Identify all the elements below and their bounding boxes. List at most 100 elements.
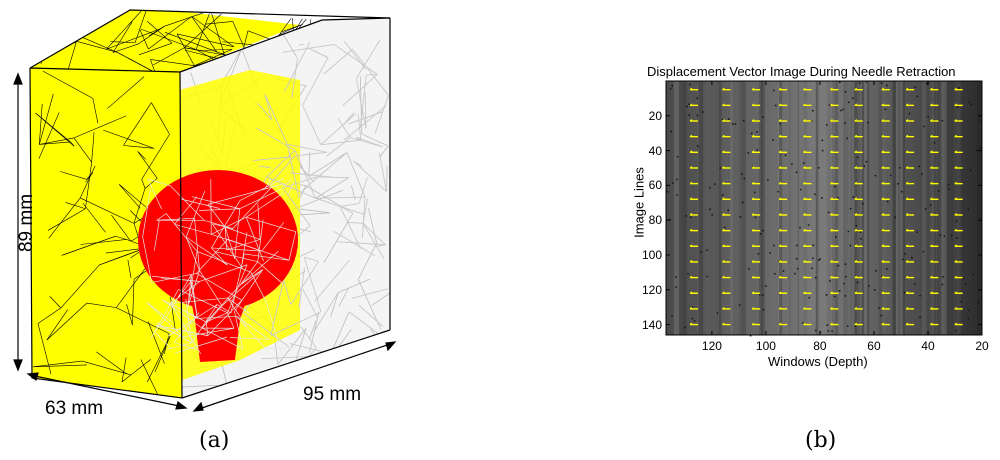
y-axis-label: Image Lines: [631, 167, 647, 238]
vector-arrowhead: [830, 213, 833, 216]
speckle-dot: [918, 165, 920, 168]
speckle-dot: [919, 316, 921, 319]
speckle-dot: [846, 325, 849, 327]
vector-arrowhead: [722, 103, 725, 106]
mesh-edge: [240, 250, 279, 285]
mesh-edge: [92, 98, 99, 124]
mesh-edge: [330, 292, 339, 317]
speckle-stripe: [878, 81, 882, 335]
speckle-dot: [684, 326, 686, 329]
mesh-edge: [37, 307, 61, 324]
speckle-dot: [702, 111, 704, 113]
speckle-stripe: [831, 81, 837, 335]
mesh-edge: [333, 44, 378, 75]
vector-arrowhead: [689, 166, 693, 169]
speckle-dot: [927, 116, 929, 118]
x-axis-label: Windows (Depth): [768, 354, 868, 369]
y-tick-label: 60: [648, 178, 662, 193]
mesh-edge: [150, 59, 156, 72]
mesh-edge: [156, 324, 184, 338]
vector-arrowhead: [930, 150, 933, 153]
mesh-edge: [257, 219, 264, 262]
vector-arrowhead: [830, 197, 833, 200]
vector-arrowhead: [689, 228, 693, 232]
mesh-edge: [264, 183, 285, 190]
speckle-stripe: [857, 81, 863, 335]
mesh-edge: [49, 296, 62, 309]
mesh-edge: [241, 232, 248, 265]
mesh-edge: [264, 94, 288, 145]
mesh-edge: [47, 208, 86, 231]
vector-arrowhead: [881, 103, 885, 106]
speckle-dot: [691, 317, 694, 320]
speckle-dot: [697, 145, 699, 147]
vector-arrowhead: [854, 87, 858, 91]
vector-arrowhead: [751, 291, 755, 294]
vector-arrowhead: [722, 260, 725, 263]
vector-arrowhead: [778, 181, 782, 185]
vector-arrowhead: [689, 150, 693, 153]
speckle-dot: [706, 275, 708, 278]
speckle-dot: [775, 104, 777, 107]
speckle-stripe: [921, 81, 927, 335]
vector-arrowhead: [778, 260, 782, 263]
mesh-edge: [32, 22, 75, 35]
mesh-edge: [30, 30, 51, 33]
vector-arrowhead: [854, 197, 858, 200]
speckle-stripe: [788, 81, 792, 335]
mesh-edge: [53, 10, 61, 46]
mesh-edge: [261, 250, 290, 261]
mesh-edge: [119, 184, 147, 208]
mesh-edge: [211, 200, 241, 249]
speckle-dot: [691, 306, 694, 308]
speckle-dot: [796, 267, 799, 270]
mesh-edge: [339, 202, 360, 208]
mesh-edge: [313, 292, 339, 332]
vector-arrowhead: [881, 166, 885, 169]
mesh-edge: [234, 269, 264, 312]
vector-arrowhead: [722, 322, 725, 325]
speckle-dot: [750, 132, 753, 135]
mesh-figure: [13, 9, 397, 412]
speckle-dot: [856, 281, 859, 284]
mesh-edge: [112, 21, 133, 53]
speckle-dot: [899, 167, 902, 169]
speckle-dot: [716, 312, 719, 314]
mesh-edge: [360, 75, 367, 128]
mesh-edge: [295, 208, 331, 214]
speckle-dot: [748, 268, 750, 270]
mesh-edge: [270, 311, 322, 336]
mesh-edge: [185, 190, 206, 238]
vector-arrowhead: [722, 228, 725, 232]
speckle-dot: [844, 90, 847, 93]
mesh-edge: [112, 43, 139, 53]
vector-arrowhead: [954, 291, 957, 294]
mesh-edge: [374, 95, 389, 134]
speckle-dot: [774, 272, 776, 275]
vector-arrowhead: [954, 228, 957, 232]
vector-arrowhead: [854, 134, 858, 138]
mesh-edge: [227, 264, 248, 313]
mesh-edge: [224, 227, 228, 251]
speckle-dot: [721, 194, 724, 196]
mesh-edge: [214, 251, 258, 263]
speckle-stripe: [815, 81, 819, 335]
mesh-edge: [156, 322, 192, 344]
vector-arrowhead: [722, 87, 725, 91]
y-tick-label: 20: [648, 108, 662, 123]
mesh-edge: [245, 217, 264, 262]
speckle-dot: [812, 257, 814, 260]
mesh-edge: [300, 326, 317, 349]
speckle-dot: [838, 290, 841, 292]
speckle-dot: [762, 308, 765, 311]
vector-arrowhead: [854, 181, 858, 185]
vector-arrowhead: [830, 244, 833, 247]
vector-arrowhead: [778, 307, 782, 310]
x-tick-label: 20: [975, 339, 989, 353]
speckle-stripe: [892, 81, 895, 335]
mesh-edge: [229, 337, 270, 340]
mesh-edge: [264, 346, 296, 349]
vector-arrowhead: [905, 87, 909, 91]
speckle-dot: [980, 217, 982, 219]
vector-arrowhead: [905, 244, 909, 247]
